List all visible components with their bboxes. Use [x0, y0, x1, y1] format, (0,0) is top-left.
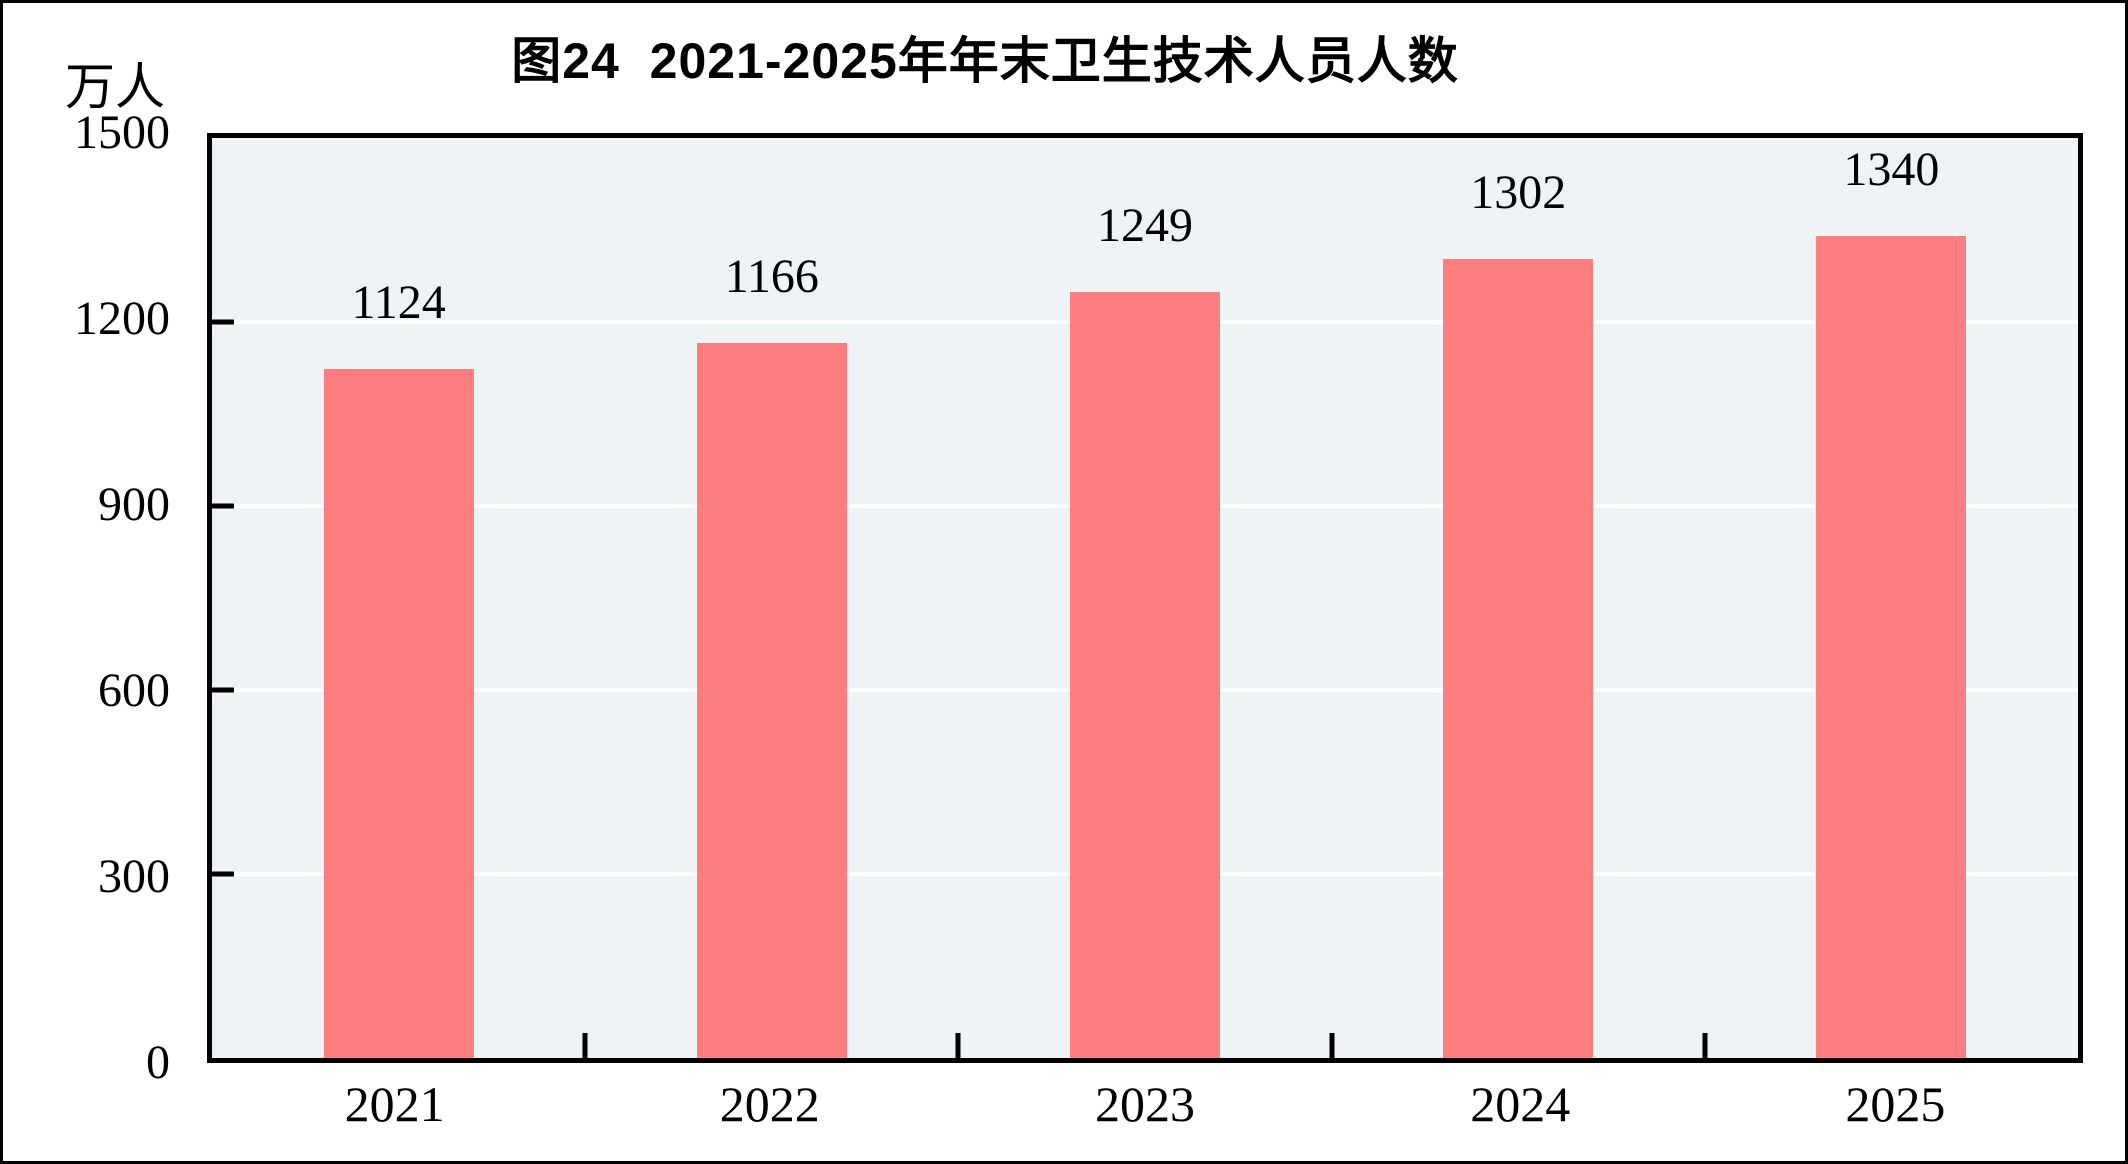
- y-axis-unit-label: 万人: [65, 59, 165, 115]
- y-tick-label-300: 300: [98, 850, 170, 903]
- x-tick-label-2022: 2022: [719, 1076, 820, 1132]
- x-tickmark-4: [1702, 1033, 1708, 1058]
- x-axis-tick-labels: 2021 2022 2023 2024 2025: [207, 1079, 2083, 1143]
- plot-area: 1124 1166 1249 1302 1340: [207, 133, 2083, 1063]
- bar-value-label-2023: 1249: [1097, 198, 1193, 252]
- y-tick-label-0: 0: [146, 1036, 170, 1089]
- y-tickmark-900: [212, 503, 234, 509]
- y-tickmark-300: [212, 871, 234, 877]
- bar-2024: [1443, 259, 1594, 1058]
- chart-title: 图24 2021-2025年年末卫生技术人员人数: [511, 33, 1459, 89]
- x-tick-label-2024: 2024: [1470, 1076, 1571, 1132]
- bar-2021: [323, 368, 474, 1058]
- x-tickmark-1: [582, 1033, 588, 1058]
- bar-value-label-2022: 1166: [724, 249, 819, 303]
- bar-2025: [1816, 236, 1967, 1058]
- y-tickmark-1200: [212, 319, 234, 325]
- bar-value-label-2021: 1124: [351, 275, 446, 329]
- x-tickmark-2: [955, 1033, 961, 1058]
- y-tick-label-900: 900: [98, 478, 170, 531]
- bar-value-label-2025: 1340: [1843, 143, 1940, 197]
- x-tick-label-2025: 2025: [1845, 1076, 1946, 1132]
- x-tickmark-3: [1329, 1033, 1335, 1058]
- bar-2023: [1070, 291, 1220, 1058]
- y-tick-label-600: 600: [98, 664, 170, 717]
- bar-value-label-2024: 1302: [1470, 166, 1567, 220]
- bar-2022: [696, 342, 847, 1058]
- x-tick-label-2023: 2023: [1095, 1076, 1195, 1132]
- y-tickmark-600: [212, 687, 234, 693]
- y-tick-label-1200: 1200: [74, 292, 170, 345]
- x-tick-label-2021: 2021: [344, 1076, 445, 1132]
- y-axis-tick-labels: 0 300 600 900 1200 1500: [3, 109, 170, 1087]
- y-tick-label-1500: 1500: [74, 106, 170, 159]
